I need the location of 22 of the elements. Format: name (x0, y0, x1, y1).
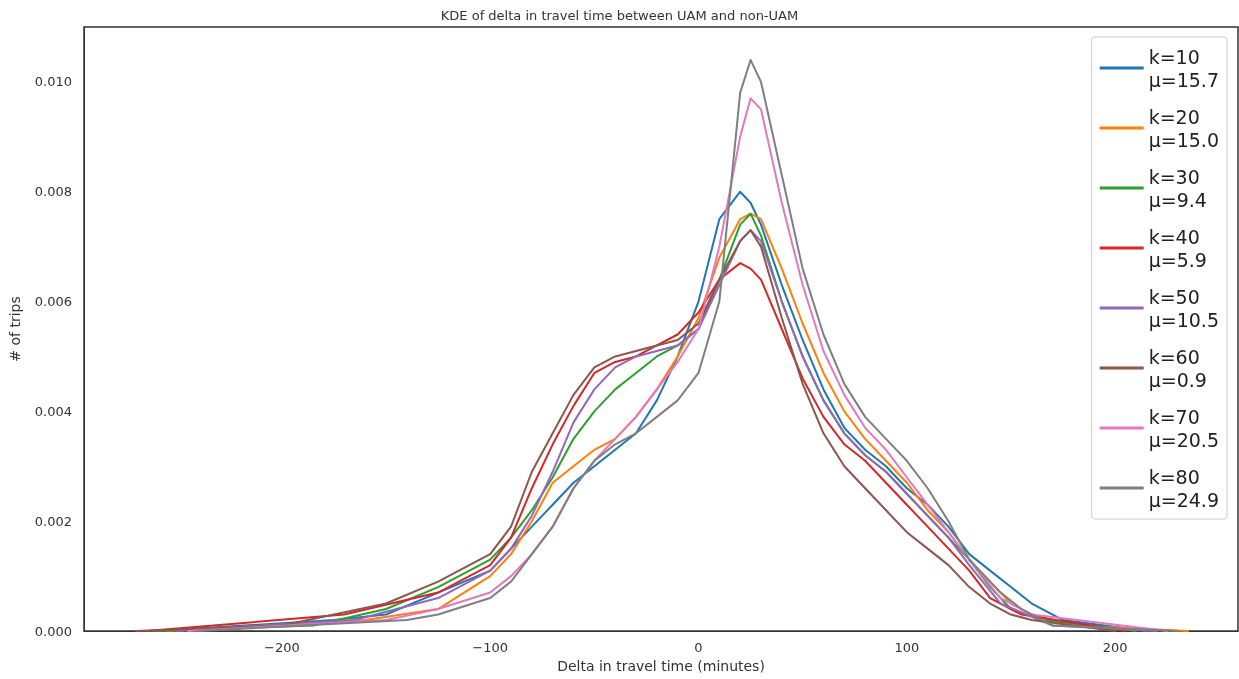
y-tick-label: 0.006 (34, 294, 72, 310)
y-tick-label: 0.002 (34, 513, 72, 529)
y-tick-label: 0.008 (34, 184, 72, 200)
x-tick-label: 200 (1102, 640, 1128, 655)
y-tick-label: 0.000 (34, 623, 72, 639)
x-tick-label: 100 (894, 640, 920, 655)
y-axis-title: # of trips (7, 296, 23, 362)
legend-label: k=50 μ=10.5 (1148, 285, 1220, 331)
legend-label: k=80 μ=24.9 (1148, 465, 1220, 511)
x-tick-label: −100 (472, 640, 509, 655)
x-tick-label: 0 (694, 640, 703, 655)
chart-title: KDE of delta in travel time between UAM and non-UAM (440, 8, 799, 23)
legend-label: k=40 μ=5.9 (1148, 225, 1207, 271)
legend-label: k=60 μ=0.9 (1148, 345, 1207, 391)
legend-label: k=20 μ=15.0 (1148, 105, 1220, 151)
legend-label: k=30 μ=9.4 (1148, 165, 1207, 211)
y-tick-label: 0.004 (34, 403, 72, 419)
x-tick-label: −200 (264, 640, 300, 655)
y-tick-label: 0.010 (34, 74, 72, 90)
x-axis-title: Delta in travel time (minutes) (557, 658, 765, 674)
legend-label: k=10 μ=15.7 (1148, 45, 1220, 91)
legend-label: k=70 μ=20.5 (1148, 405, 1220, 451)
